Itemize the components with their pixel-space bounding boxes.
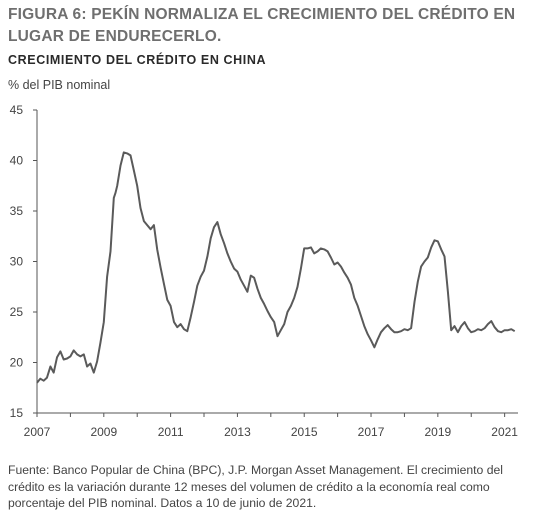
y-tick-label: 40 — [10, 154, 24, 168]
x-tick-label: 2007 — [24, 425, 51, 439]
x-tick-label: 2009 — [90, 425, 117, 439]
x-tick-label: 2019 — [424, 425, 451, 439]
y-tick-label: 45 — [10, 103, 24, 117]
chart-subtitle: CRECIMIENTO DEL CRÉDITO EN CHINA — [8, 53, 267, 67]
x-tick-label: 2015 — [291, 425, 318, 439]
credit-growth-line — [36, 151, 516, 384]
x-tick-label: 2011 — [158, 425, 184, 439]
x-tick-label: 2013 — [224, 425, 251, 439]
x-tick-label: 2021 — [491, 425, 518, 439]
x-tick-label: 2017 — [358, 425, 385, 439]
source-note: Fuente: Banco Popular de China (BPC), J.… — [8, 463, 503, 510]
y-tick-label: 35 — [10, 204, 24, 218]
y-axis-unit-label: % del PIB nominal — [8, 78, 111, 92]
y-tick-label: 20 — [10, 356, 24, 370]
y-tick-label: 25 — [10, 305, 24, 319]
x-axis: 2007 2009 2011 2013 2015 2017 2019 2021 — [24, 412, 518, 439]
y-axis: 15 20 25 30 35 40 45 — [10, 103, 38, 420]
y-tick-label: 30 — [10, 255, 24, 269]
y-tick-label: 15 — [10, 406, 24, 420]
figure-title: FIGURA 6: PEKÍN NORMALIZA EL CRECIMIENTO… — [8, 6, 516, 45]
